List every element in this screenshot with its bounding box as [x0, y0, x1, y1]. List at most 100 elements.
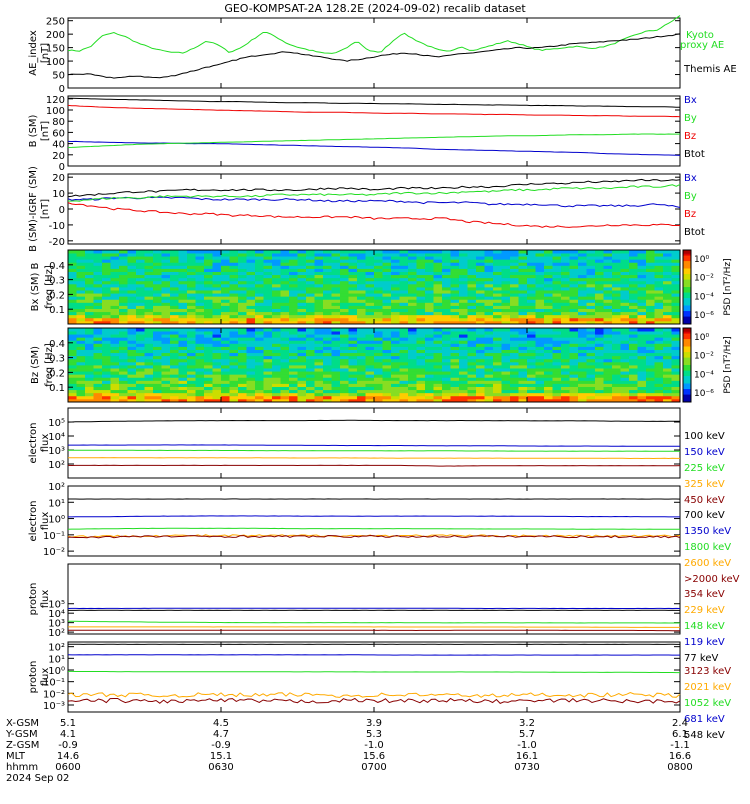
spectrogram-cell [196, 387, 205, 390]
spectrogram-cell [238, 318, 247, 321]
spectrogram-cell [213, 296, 222, 299]
spectrogram-cell [485, 380, 494, 383]
spectrogram-cell [77, 250, 86, 253]
spectrogram-cell [230, 359, 239, 362]
spectrogram-cell [272, 334, 281, 337]
ephemeris-value: 5.1 [60, 718, 76, 729]
spectrogram-cell [570, 299, 579, 302]
spectrogram-cell [128, 312, 137, 315]
spectrogram-cell [604, 384, 613, 387]
spectrogram-cell [485, 337, 494, 340]
spectrogram-cell [612, 287, 621, 290]
spectrogram-cell [162, 390, 171, 393]
spectrogram-cell [646, 309, 655, 312]
spectrogram-cell [255, 315, 264, 318]
spectrogram-cell [111, 393, 120, 396]
spectrogram-cell [272, 262, 281, 265]
spectrogram-cell [213, 393, 222, 396]
spectrogram-cell [451, 318, 460, 321]
spectrogram-cell [629, 353, 638, 356]
spectrogram-cell [442, 306, 451, 309]
spectrogram-cell [527, 281, 536, 284]
spectrogram-cell [383, 396, 392, 399]
spectrogram-cell [281, 281, 290, 284]
spectrogram-cell [425, 328, 434, 331]
spectrogram-cell [187, 347, 196, 350]
spectrogram-cell [145, 384, 154, 387]
spectrogram-cell [612, 302, 621, 305]
spectrogram-cell [128, 309, 137, 312]
spectrogram-cell [153, 309, 162, 312]
spectrogram-cell [255, 396, 264, 399]
ephemeris-value: 16.1 [516, 751, 538, 762]
spectrogram-cell [128, 253, 137, 256]
spectrogram-cell [85, 371, 94, 374]
y-tick-label: 20 [52, 151, 65, 162]
spectrogram-cell [77, 312, 86, 315]
spectrogram-cell [323, 269, 332, 272]
spectrogram-cell [332, 290, 341, 293]
spectrogram-cell [519, 290, 528, 293]
spectrogram-cell [94, 362, 103, 365]
spectrogram-cell [306, 293, 315, 296]
spectrogram-cell [510, 299, 519, 302]
spectrogram-cell [553, 359, 562, 362]
spectrogram-cell [349, 287, 358, 290]
spectrogram-cell [663, 272, 672, 275]
spectrogram-cell [527, 384, 536, 387]
spectrogram-cell [536, 371, 545, 374]
spectrogram-cell [119, 387, 128, 390]
spectrogram-cell [417, 356, 426, 359]
spectrogram-cell [468, 353, 477, 356]
ephemeris-value: 0630 [208, 762, 233, 773]
spectrogram-cell [85, 293, 94, 296]
spectrogram-cell [230, 384, 239, 387]
spectrogram-cell [170, 380, 179, 383]
spectrogram-cell [578, 250, 587, 253]
spectrogram-cell [170, 337, 179, 340]
spectrogram-cell [230, 380, 239, 383]
spectrogram-cell [323, 318, 332, 321]
spectrogram-cell [536, 356, 545, 359]
spectrogram-cell [196, 318, 205, 321]
spectrogram-cell [434, 272, 443, 275]
spectrogram-cell [357, 347, 366, 350]
spectrogram-cell [230, 275, 239, 278]
spectrogram-cell [204, 253, 213, 256]
spectrogram-cell [527, 253, 536, 256]
spectrogram-cell [340, 390, 349, 393]
spectrogram-cell [663, 384, 672, 387]
spectrogram-cell [527, 340, 536, 343]
spectrogram-cell [323, 287, 332, 290]
spectrogram-cell [527, 365, 536, 368]
spectrogram-cell [612, 272, 621, 275]
spectrogram-cell [170, 350, 179, 353]
spectrogram-cell [315, 281, 324, 284]
spectrogram-cell [247, 275, 256, 278]
spectrogram-cell [230, 387, 239, 390]
spectrogram-cell [408, 347, 417, 350]
spectrogram-cell [646, 296, 655, 299]
spectrogram-cell [162, 309, 171, 312]
spectrogram-cell [519, 284, 528, 287]
spectrogram-cell [179, 362, 188, 365]
spectrogram-cell [230, 306, 239, 309]
spectrogram-cell [298, 256, 307, 259]
spectrogram-cell [425, 272, 434, 275]
spectrogram-cell [510, 253, 519, 256]
spectrogram-cell [247, 262, 256, 265]
spectrogram-cell [204, 269, 213, 272]
spectrogram-cell [136, 396, 145, 399]
spectrogram-cell [187, 353, 196, 356]
spectrogram-cell [170, 281, 179, 284]
spectrogram-cell [408, 334, 417, 337]
spectrogram-cell [94, 353, 103, 356]
spectrogram-cell [493, 290, 502, 293]
spectrogram-cell [221, 269, 230, 272]
spectrogram-cell [332, 350, 341, 353]
spectrogram-cell [536, 290, 545, 293]
spectrogram-cell [417, 337, 426, 340]
spectrogram-cell [119, 278, 128, 281]
spectrogram-cell [595, 312, 604, 315]
spectrogram-cell [204, 309, 213, 312]
